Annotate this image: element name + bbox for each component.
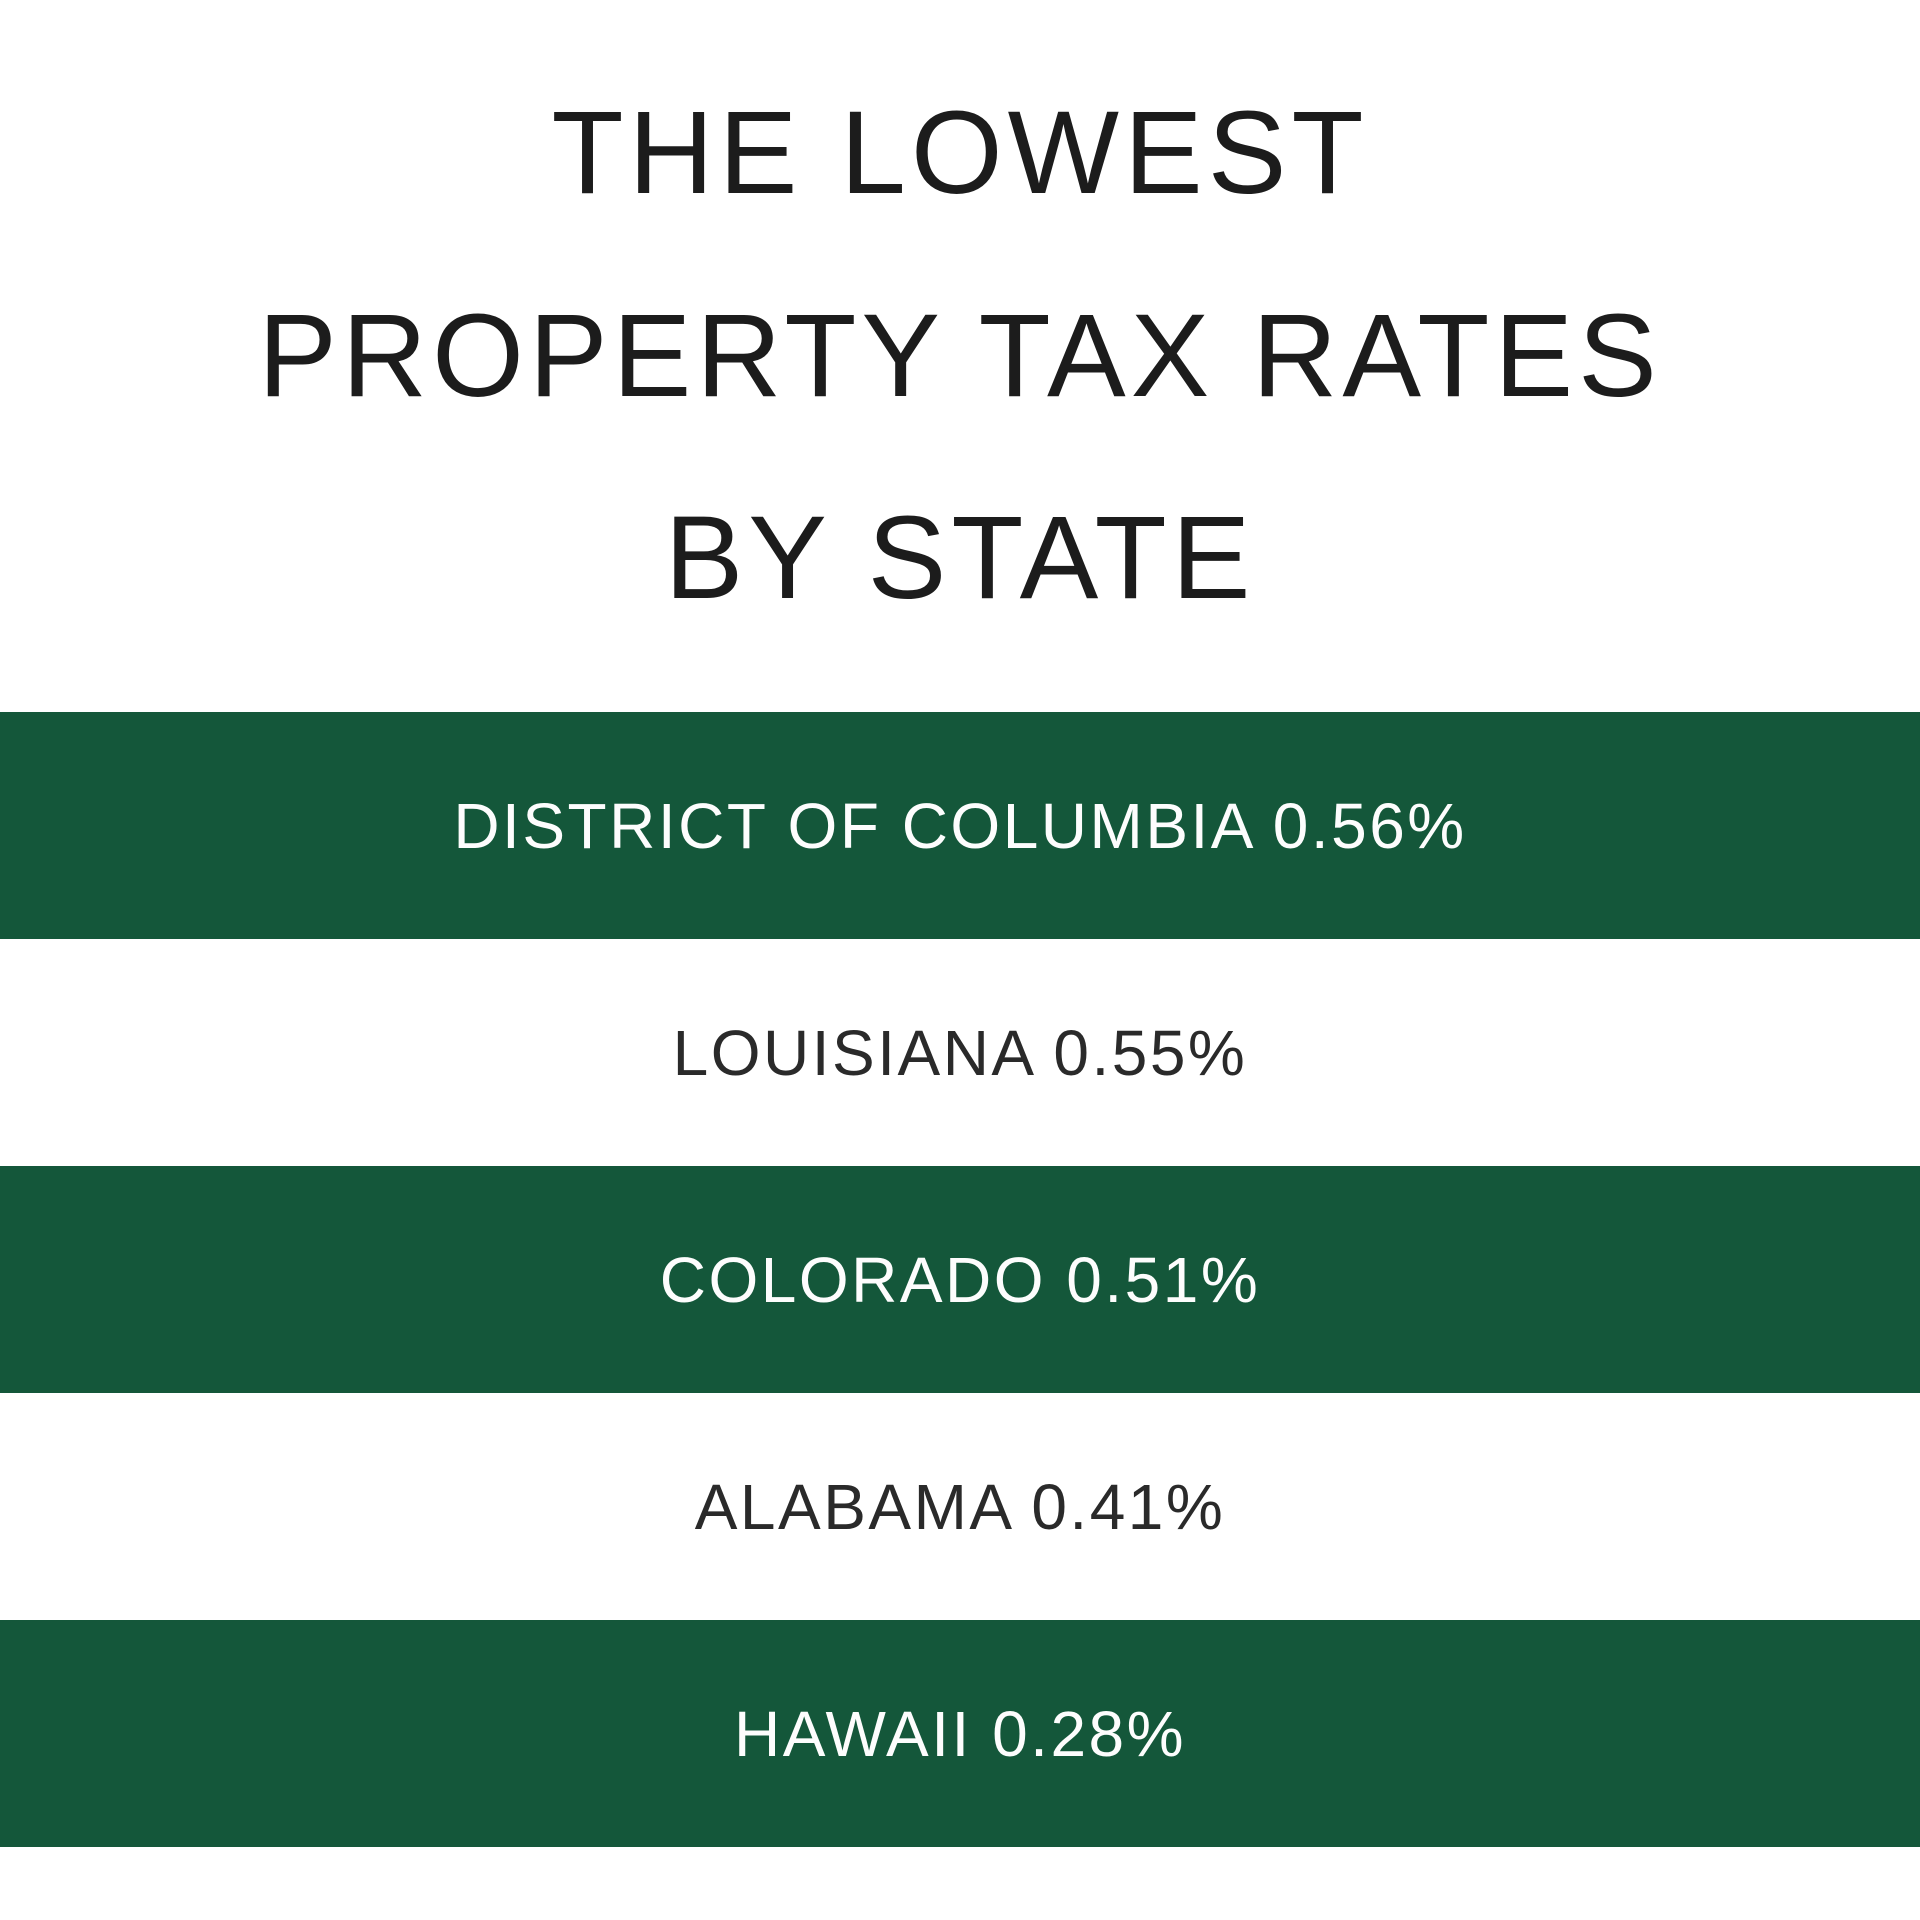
band-label: COLORADO 0.51% — [659, 1243, 1261, 1316]
band-colorado: COLORADO 0.51% — [0, 1166, 1920, 1393]
title-line-3: BY STATE — [664, 492, 1256, 625]
title-line-2: PROPERTY TAX RATES — [258, 289, 1662, 422]
band-district-of-columbia: DISTRICT OF COLUMBIA 0.56% — [0, 712, 1920, 939]
band-hawaii: HAWAII 0.28% — [0, 1620, 1920, 1847]
tax-rate-band-list: DISTRICT OF COLUMBIA 0.56% LOUISIANA 0.5… — [0, 712, 1920, 1847]
band-label: HAWAII 0.28% — [733, 1697, 1187, 1770]
band-label: LOUISIANA 0.55% — [672, 1016, 1248, 1089]
bottom-spacer — [0, 1847, 1920, 1920]
band-label: DISTRICT OF COLUMBIA 0.56% — [453, 789, 1467, 862]
band-louisiana: LOUISIANA 0.55% — [0, 939, 1920, 1166]
title-line-1: THE LOWEST — [551, 86, 1369, 219]
band-label: ALABAMA 0.41% — [694, 1470, 1226, 1543]
band-alabama: ALABAMA 0.41% — [0, 1393, 1920, 1620]
page-title: THE LOWEST PROPERTY TAX RATES BY STATE — [0, 0, 1920, 712]
